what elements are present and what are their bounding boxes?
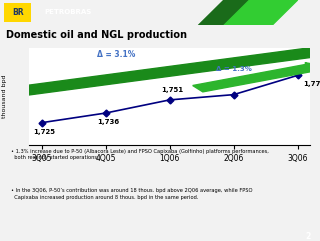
Text: Δ = 1.3%: Δ = 1.3% <box>216 66 252 72</box>
Text: • In the 3Q06, P-50’s contribution was around 18 thous. bpd above 2Q06 average, : • In the 3Q06, P-50’s contribution was a… <box>11 188 252 200</box>
Text: 2: 2 <box>305 232 310 241</box>
Text: 1,751: 1,751 <box>161 87 183 93</box>
Text: 1,725: 1,725 <box>33 129 55 135</box>
Text: Domestic oil and NGL production: Domestic oil and NGL production <box>6 30 187 40</box>
FancyArrow shape <box>13 46 320 96</box>
Text: 1,757: 1,757 <box>214 81 236 87</box>
Text: 1,779: 1,779 <box>303 81 320 87</box>
FancyArrow shape <box>193 63 320 92</box>
Text: • 1.3% increase due to P-50 (Albacora Leste) and FPSO Capixaba (Golfinho) platfo: • 1.3% increase due to P-50 (Albacora Le… <box>11 149 269 160</box>
Text: 1,736: 1,736 <box>97 119 119 125</box>
Text: PETROBRAS: PETROBRAS <box>45 9 92 15</box>
Text: Δ = 3.1%: Δ = 3.1% <box>97 50 135 59</box>
Text: BR: BR <box>12 8 23 17</box>
Polygon shape <box>224 0 298 25</box>
FancyBboxPatch shape <box>4 3 31 22</box>
Polygon shape <box>198 0 256 25</box>
Text: thousand bpd: thousand bpd <box>2 75 7 118</box>
